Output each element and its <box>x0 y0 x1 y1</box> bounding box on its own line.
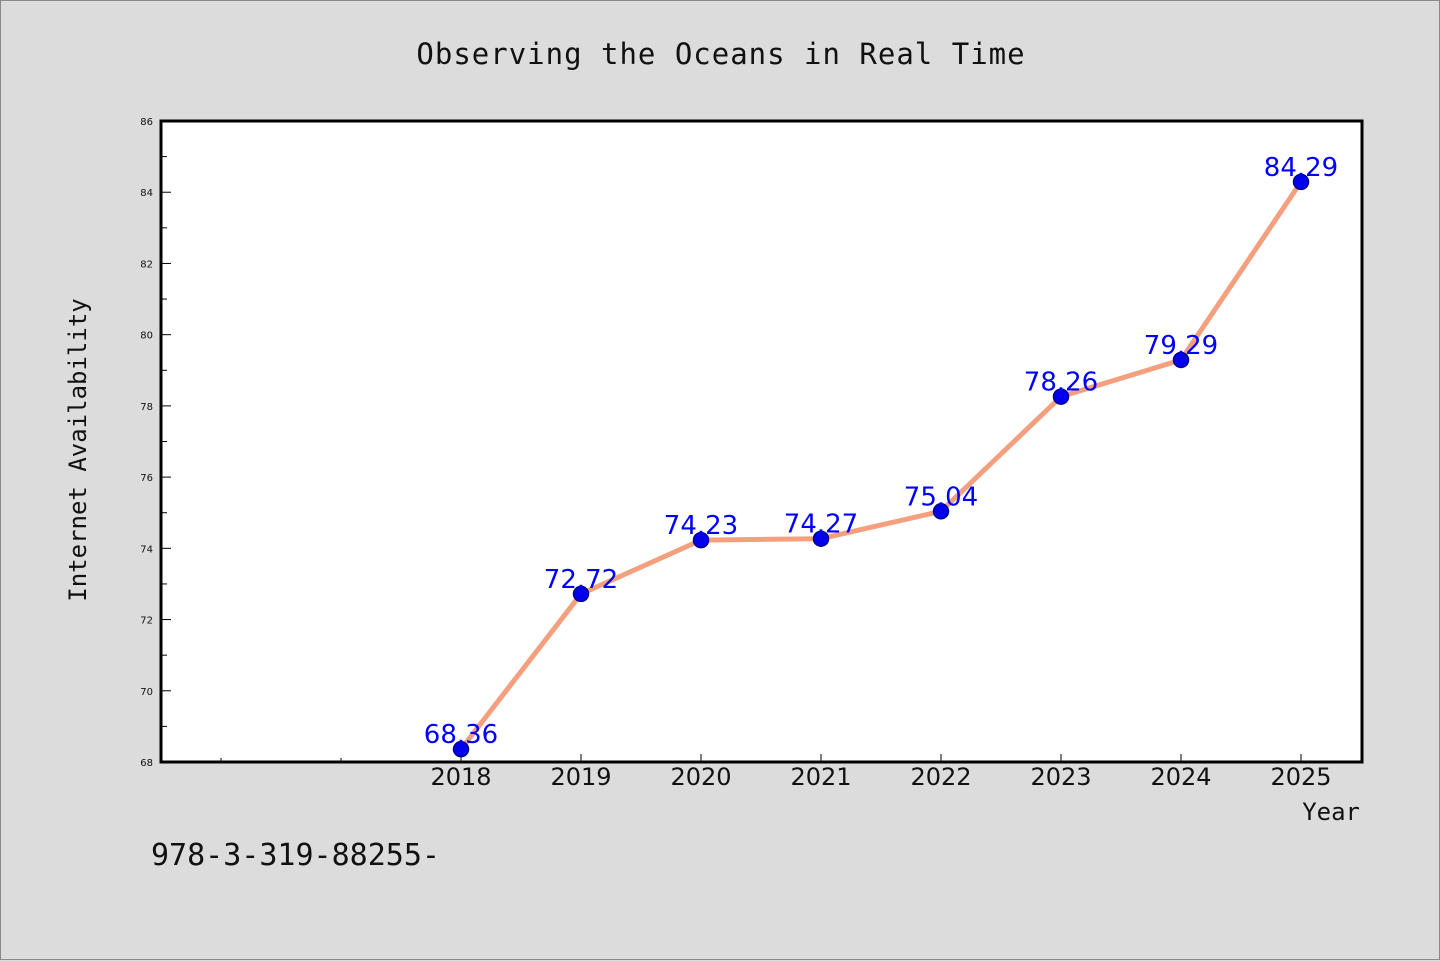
plot-area <box>161 121 1362 762</box>
data-label: 75.04 <box>904 482 978 512</box>
data-point-marker <box>572 585 590 603</box>
data-point-marker <box>692 531 710 549</box>
data-label: 74.23 <box>664 511 738 541</box>
data-label: 78.26 <box>1024 368 1098 398</box>
series-markers <box>452 173 1310 758</box>
data-label: 74.27 <box>784 510 858 540</box>
x-tick-label: 2022 <box>910 763 971 791</box>
y-tick-label: 86 <box>140 117 153 128</box>
x-tick-label: 2023 <box>1030 763 1091 791</box>
y-tick-label: 80 <box>140 331 153 342</box>
data-label: 79.29 <box>1144 331 1218 361</box>
data-label: 84.29 <box>1264 153 1338 183</box>
y-tick-labels: 68 70 72 74 76 78 80 82 84 86 <box>140 117 153 769</box>
y-tick-label: 68 <box>140 758 153 769</box>
y-tick-label: 84 <box>140 188 153 199</box>
y-tick-label: 70 <box>140 687 153 698</box>
data-point-marker <box>1172 351 1190 369</box>
x-tick-labels: 2018 2019 2020 2021 2022 2023 2024 2025 <box>430 763 1331 791</box>
x-tick-label: 2024 <box>1150 763 1211 791</box>
plot-frame <box>159 119 1364 764</box>
data-point-marker <box>812 530 830 547</box>
footer-isbn-text: 978-3-319-88255- <box>151 838 440 873</box>
y-tick-label: 76 <box>140 473 153 484</box>
data-point-marker <box>452 740 470 758</box>
data-point-marker <box>932 503 950 520</box>
data-label: 72.72 <box>544 565 618 595</box>
data-point-marker <box>1052 388 1070 405</box>
x-tick-label: 2025 <box>1270 763 1331 791</box>
y-tick-label: 72 <box>140 616 153 627</box>
data-point-marker <box>1292 173 1310 191</box>
series-line <box>458 179 1304 752</box>
x-tick-label: 2018 <box>430 763 491 791</box>
y-axis-label: Internet Availability <box>64 298 92 601</box>
series-line-layer <box>458 179 1304 752</box>
x-tick-label: 2019 <box>550 763 611 791</box>
x-axis-label: Year <box>1302 798 1360 826</box>
data-labels: 68.36 72.72 74.23 74.27 75.04 78.26 79.29 84.29 <box>424 153 1338 750</box>
y-tick-label: 74 <box>140 544 153 555</box>
y-tick-label: 78 <box>140 402 153 413</box>
x-tick-label: 2021 <box>790 763 851 791</box>
x-tick-label: 2020 <box>670 763 731 791</box>
chart-title: Observing the Oceans in Real Time <box>416 37 1025 71</box>
data-label: 68.36 <box>424 720 498 750</box>
y-tick-label: 82 <box>140 259 153 270</box>
